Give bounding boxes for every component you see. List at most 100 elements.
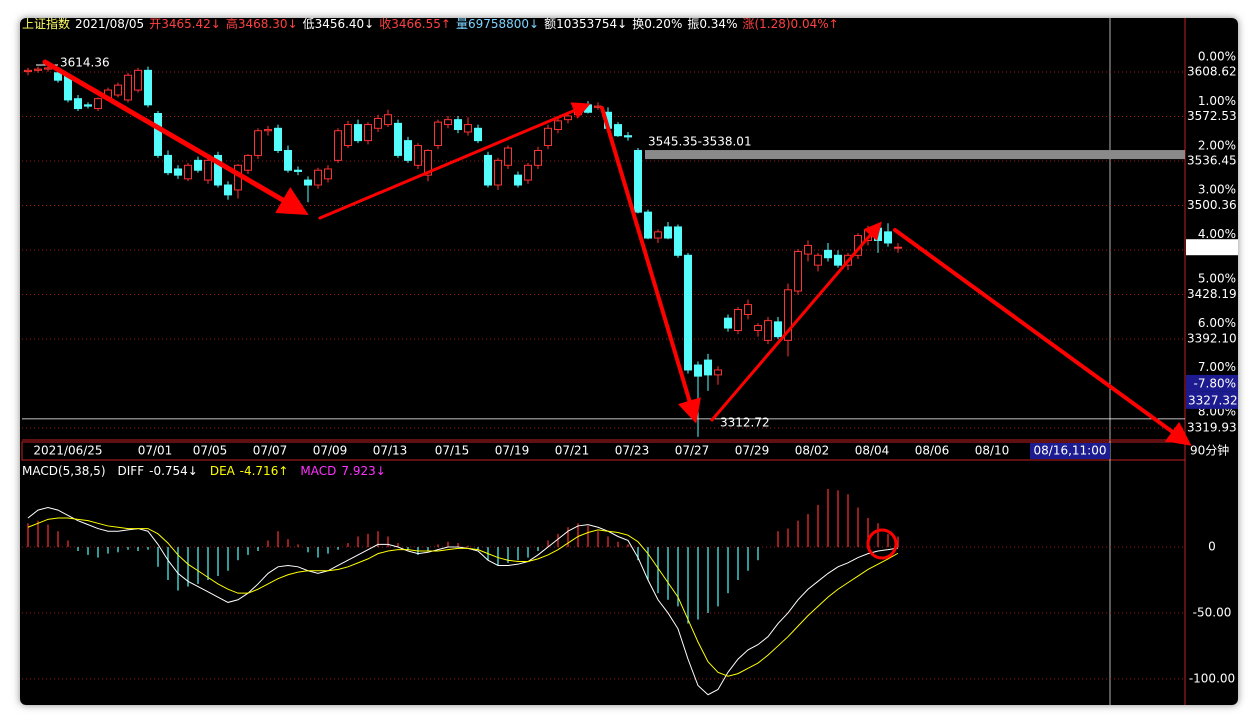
candle-body [114, 84, 122, 96]
x-tick-label: 2021/06/25 [33, 444, 102, 458]
candle-body [144, 69, 152, 106]
y-tick-label: 3500.36 [1187, 198, 1237, 212]
legend-name: MACD [300, 464, 336, 478]
header-item: 开3465.42↓ [149, 17, 221, 31]
candle-body [894, 246, 902, 249]
x-tick-label: 07/15 [435, 444, 470, 458]
y2-tick-label: 5.00% [1198, 271, 1236, 285]
y-tick-label: 0 [1208, 540, 1216, 554]
candle-body [194, 159, 202, 171]
y2-tick-label: 4.00% [1198, 227, 1236, 241]
x-tick-label: 08/06 [915, 444, 950, 458]
last-price: 3466.55 [1188, 240, 1238, 254]
candle-body [364, 124, 372, 142]
arrow [42, 59, 309, 216]
candle-body [354, 124, 362, 142]
candle-body [504, 147, 512, 166]
x-tick-label: 07/21 [555, 444, 590, 458]
header-item: 量69758800↓ [456, 17, 539, 31]
candle-body [94, 98, 102, 110]
header-item: 额10353754↓ [544, 17, 627, 31]
x-tick-label: 07/19 [495, 444, 530, 458]
x-tick-label: 07/23 [615, 444, 650, 458]
y-tick-label: 3428.19 [1187, 287, 1237, 301]
candle-body [704, 359, 712, 376]
macd-legend: MACD(5,38,5) DIFF -0.754↓ DEA -4.716↑ MACD 7.9… [22, 464, 386, 478]
candle-body [474, 127, 482, 142]
high-label: 3614.36 [60, 55, 110, 69]
candle-body [774, 321, 782, 338]
y2-tick-label: 2.00% [1198, 138, 1236, 152]
x-tick-label: 07/09 [313, 444, 348, 458]
candle-body [824, 249, 832, 259]
legend-value: -0.754↓ [149, 464, 198, 478]
header-item: 换0.20% [632, 17, 682, 31]
candle-body [34, 68, 42, 71]
candle-body [414, 145, 422, 166]
candle-body [484, 154, 492, 186]
candle-body [424, 149, 432, 176]
candle-body [444, 119, 452, 126]
window [20, 18, 1238, 705]
candle-body [684, 254, 692, 371]
candle-body [674, 226, 682, 256]
candle-body [394, 122, 402, 156]
y2-tick-label: 7.00% [1198, 360, 1236, 374]
candle-body [664, 226, 672, 239]
y-tick-label: 3572.53 [1187, 109, 1237, 123]
x-tick-label: 07/13 [373, 444, 408, 458]
candle-body [544, 127, 552, 147]
crosshair-time: 08/16,11:00 [1034, 444, 1107, 458]
crosshair-pct-box [1186, 374, 1238, 392]
candle-body [744, 304, 752, 315]
candle-body [404, 140, 412, 161]
x-axis-band [21, 441, 1186, 461]
candle-body [174, 168, 182, 176]
candle-body [124, 74, 132, 101]
header-item: 2021/08/05 [75, 17, 144, 31]
candle-body [634, 149, 642, 213]
candle-body [754, 325, 762, 332]
y-tick-label: 3392.10 [1187, 332, 1237, 346]
crosshair-price-label: 3327.32 [1188, 393, 1238, 407]
highlight-circle [866, 528, 898, 560]
x-tick-label: 07/27 [675, 444, 710, 458]
x-tick-label: 08/04 [855, 444, 890, 458]
y2-tick-label: 3.00% [1198, 183, 1236, 197]
macd-title: MACD(5,38,5) [22, 464, 106, 478]
candle-body [434, 121, 442, 147]
legend-name: DEA [210, 464, 236, 478]
macd-line [27, 506, 899, 696]
header-item: 振0.34% [687, 17, 737, 31]
y-tick-label: 3319.93 [1187, 421, 1237, 435]
candle-body [734, 309, 742, 332]
candle-body [74, 98, 82, 110]
candle-body [454, 119, 462, 131]
candle-body [804, 244, 812, 255]
candle-body [324, 168, 332, 180]
candle-body [134, 69, 142, 91]
header-item: 上证指数 [22, 16, 70, 31]
low-label: 3312.72 [720, 415, 770, 429]
x-tick-label: 07/29 [735, 444, 770, 458]
band-label: 3545.35-3538.01 [648, 135, 752, 149]
y-tick-label: -100.00 [1189, 671, 1235, 685]
header-item: 高3468.30↓ [226, 16, 298, 31]
last-price-box [1186, 239, 1238, 256]
candle-body [764, 320, 772, 341]
crosshair-price-box [1186, 391, 1238, 409]
arrow [318, 102, 591, 220]
candle-body [714, 369, 722, 376]
candle-body [84, 104, 92, 107]
legend-value: 7.923↓ [341, 464, 385, 478]
arrow [600, 106, 701, 424]
candle-body [784, 289, 792, 341]
candle-body [464, 124, 472, 133]
candle-body [334, 130, 342, 161]
candle-body [264, 129, 272, 132]
y-tick-label: -50.00 [1193, 605, 1232, 619]
candle-body [524, 164, 532, 181]
y2-tick-label: 6.00% [1198, 316, 1236, 330]
candle-body [54, 72, 62, 81]
